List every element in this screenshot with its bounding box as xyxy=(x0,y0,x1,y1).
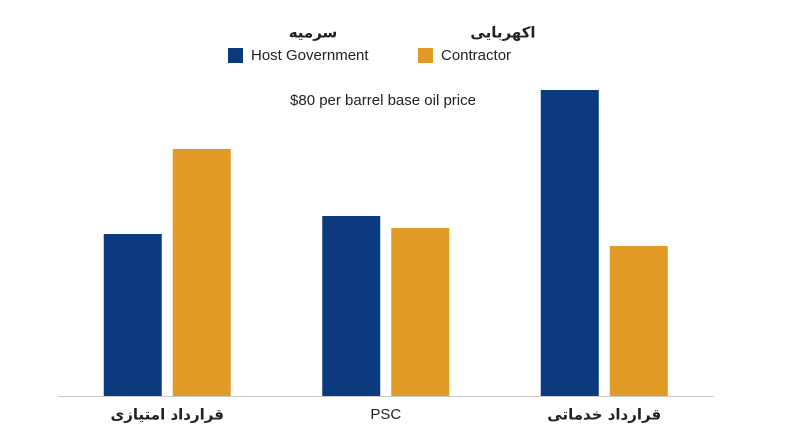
legend-swatch xyxy=(418,48,433,63)
legend-label: Host Government xyxy=(251,47,369,64)
x-tick-label: قرارداد خدماتی xyxy=(547,406,661,424)
x-tick-label: PSC xyxy=(370,406,401,423)
bar xyxy=(391,228,450,396)
legend-label: Contractor xyxy=(441,47,511,64)
x-tick-label: قرارداد امتیازی xyxy=(111,406,224,424)
bar xyxy=(609,246,668,396)
legend-label-alt: اکهربایی xyxy=(470,24,535,42)
bar xyxy=(103,234,162,396)
legend-label-alt: سرمیه xyxy=(289,24,338,42)
bar xyxy=(172,149,231,396)
bar xyxy=(322,216,381,396)
bar xyxy=(540,90,599,396)
legend-swatch xyxy=(228,48,243,63)
chart-subtitle: $80 per barrel base oil price xyxy=(290,92,476,109)
